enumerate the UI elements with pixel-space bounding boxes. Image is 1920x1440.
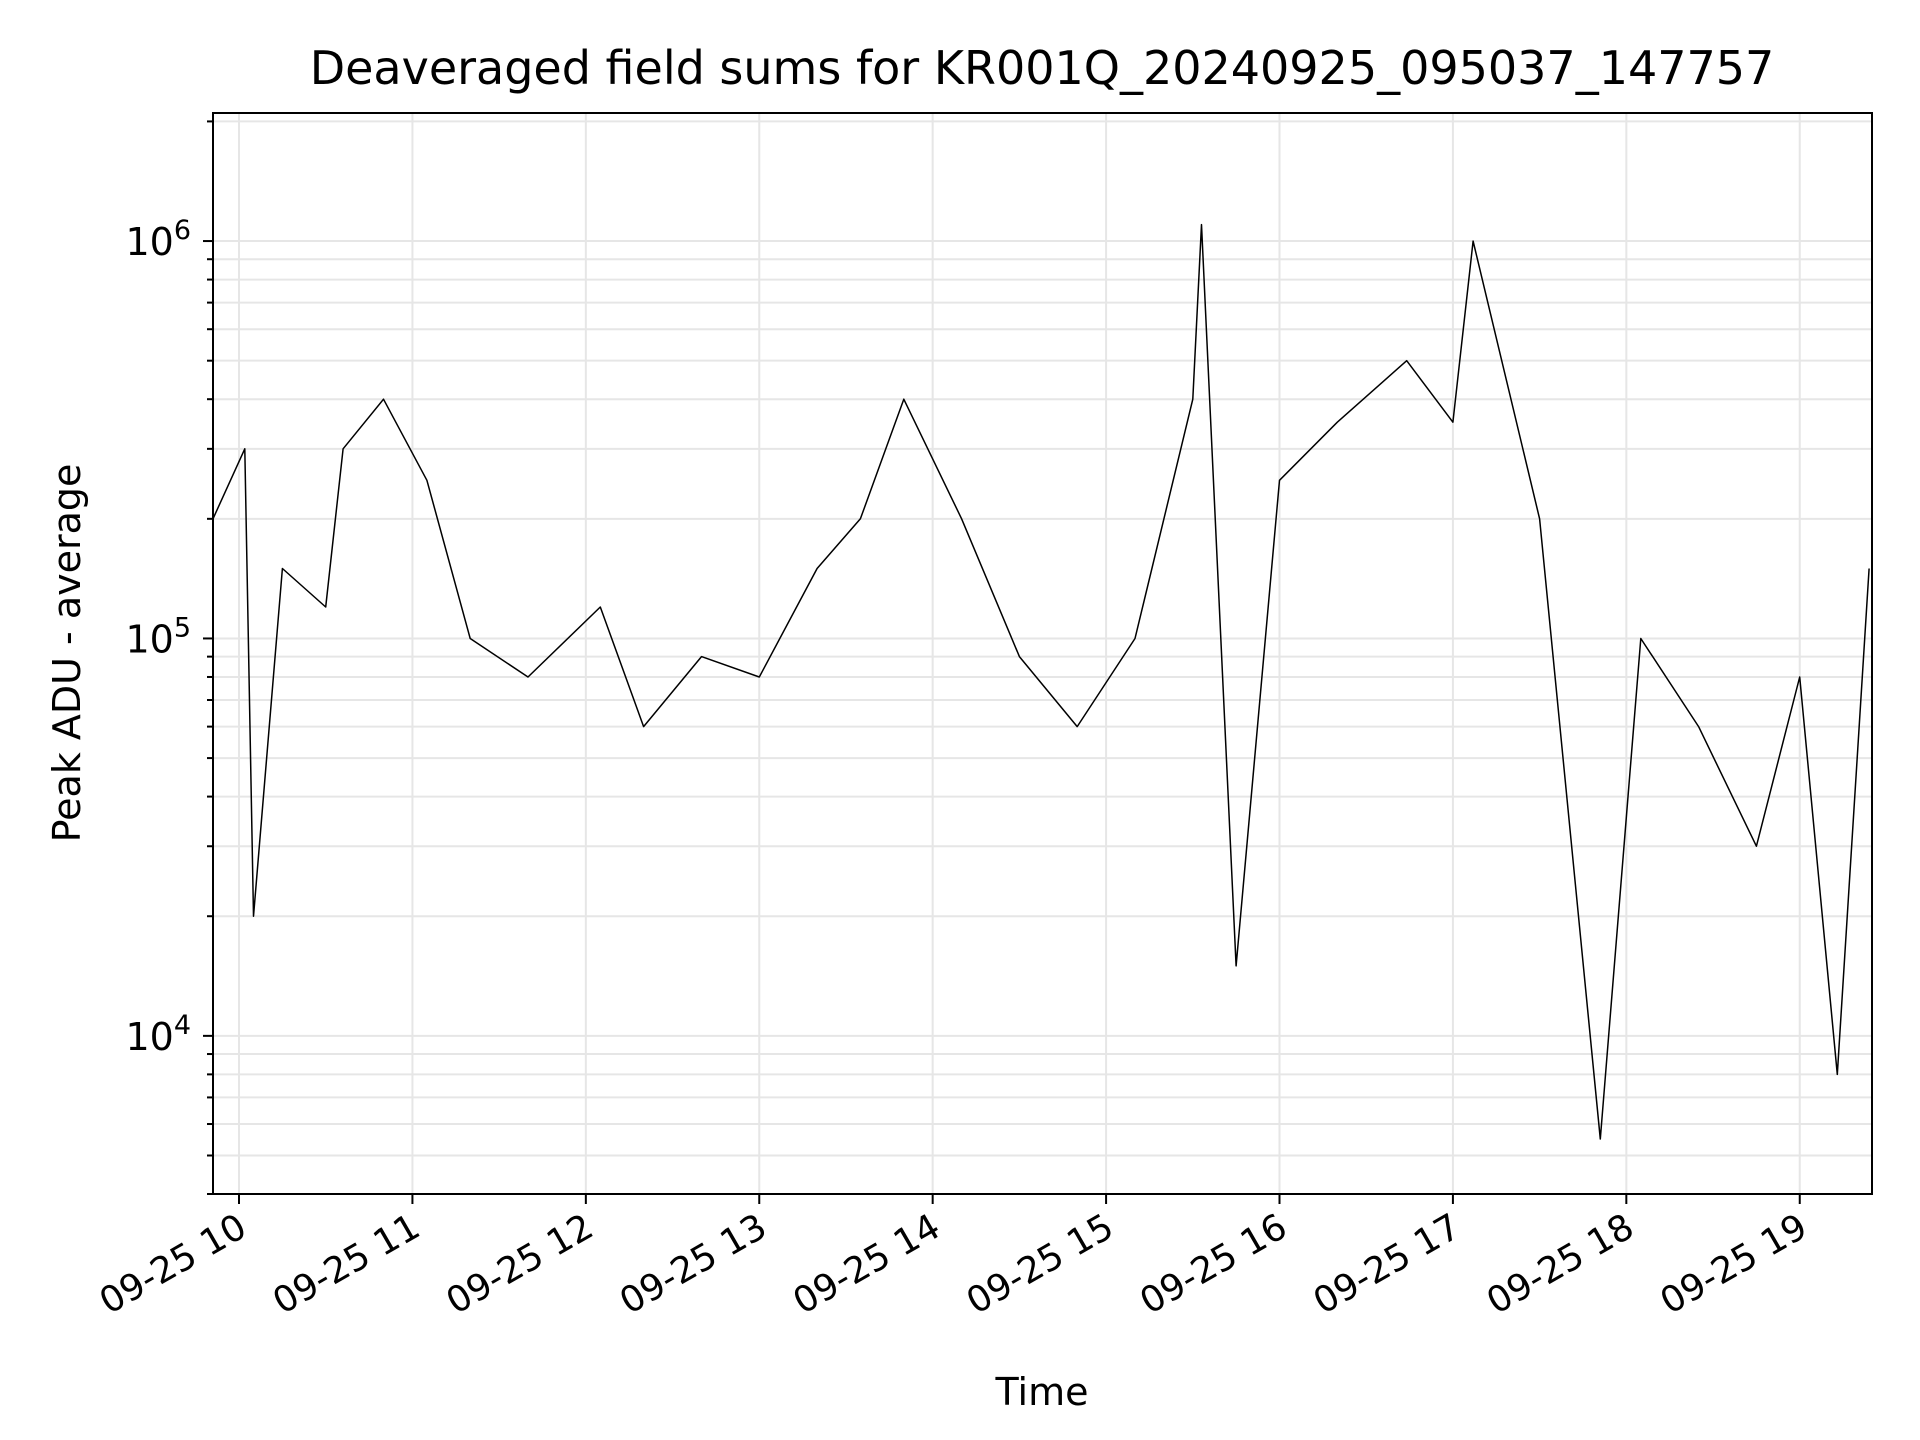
chart-title: Deaveraged field sums for KR001Q_2024092… xyxy=(310,41,1775,95)
grid xyxy=(213,113,1872,1195)
y-axis-label: Peak ADU - average xyxy=(45,464,89,843)
y-tick-label: 106 xyxy=(125,215,191,264)
y-tick-label: 105 xyxy=(125,612,191,661)
series-line xyxy=(212,223,1870,1140)
series-layer xyxy=(212,223,1870,1140)
x-axis-label: Time xyxy=(995,1370,1089,1414)
plot-frame xyxy=(212,112,1873,1195)
y-axis-ticks: 104 105 106 xyxy=(125,120,213,1195)
y-tick-label: 104 xyxy=(125,1010,191,1059)
